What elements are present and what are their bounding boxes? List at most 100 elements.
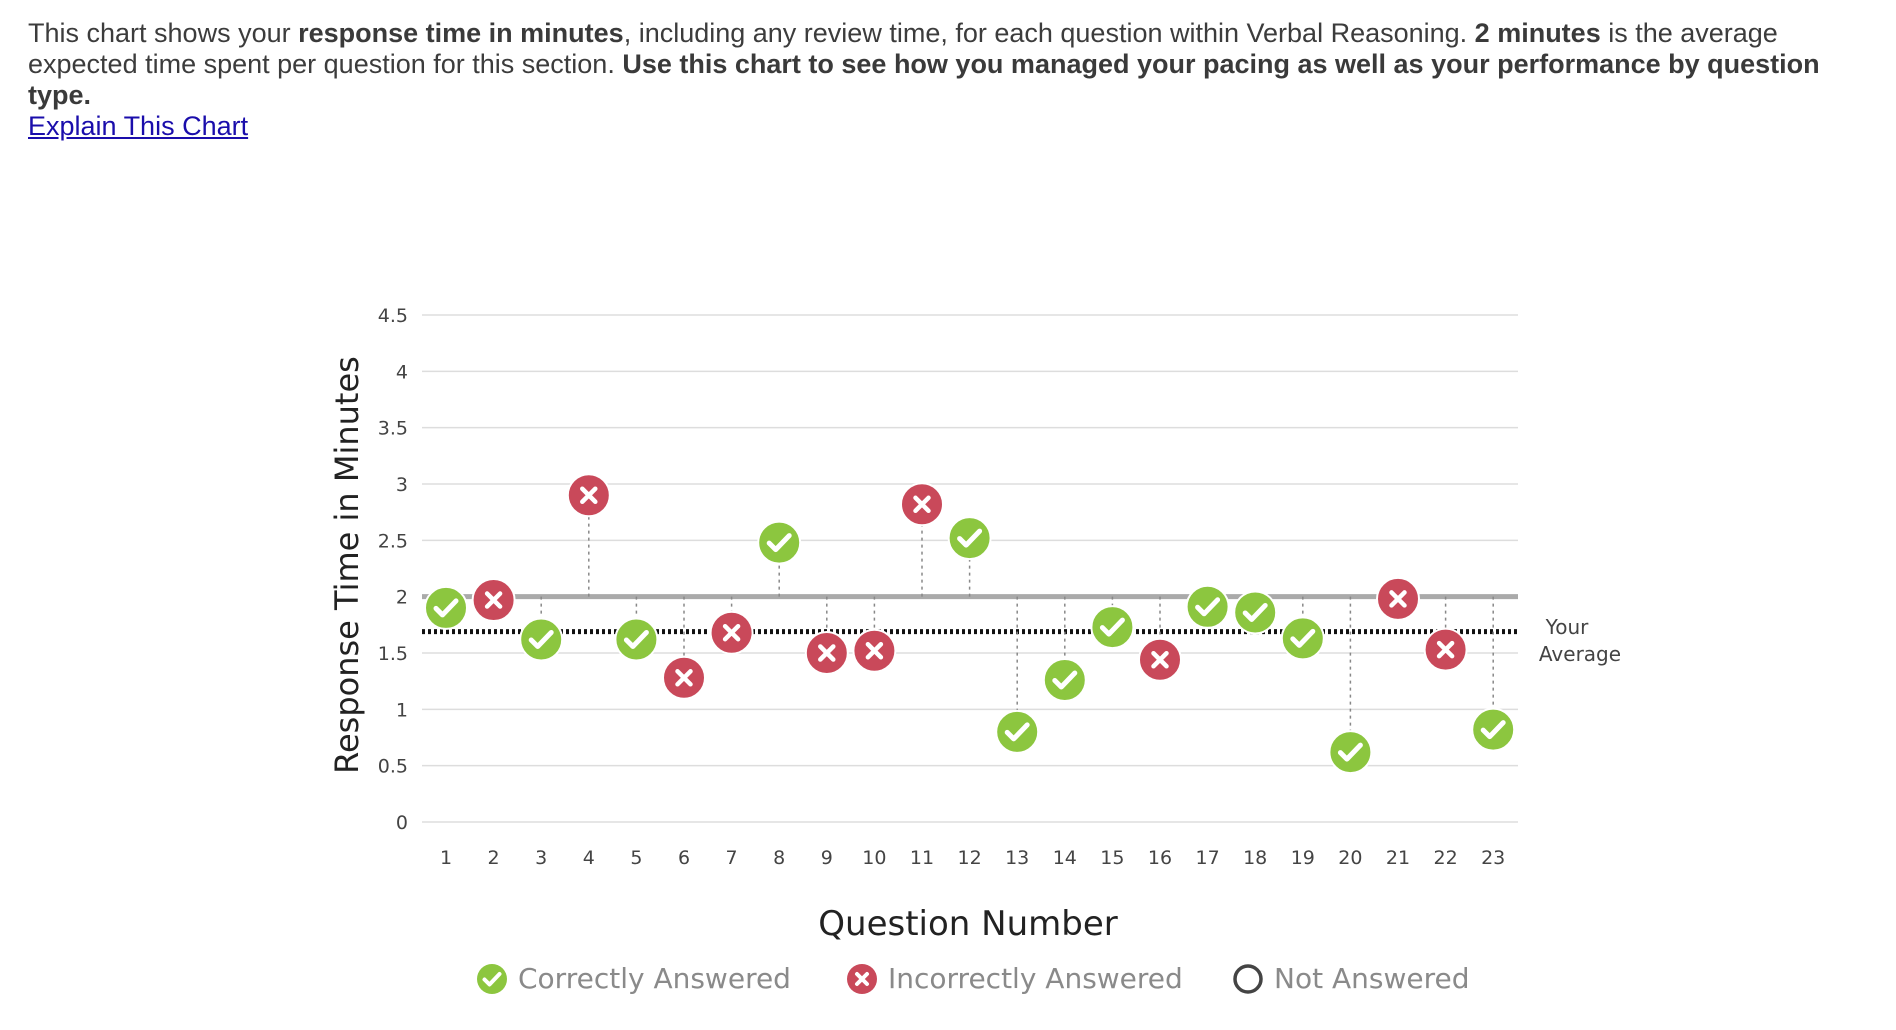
check-icon [1195,597,1221,617]
empty-circle-icon [1233,963,1263,994]
x-tick-label: 11 [910,847,934,869]
y-tick-label: 4.5 [378,305,408,327]
x-tick-label: 8 [773,847,785,869]
correct-check-icon [477,963,507,994]
x-tick-label: 2 [488,847,500,869]
data-point-q10[interactable] [852,628,897,673]
legend-not-answered[interactable]: Not Answered [1232,962,1469,995]
x-tick-label: 20 [1338,847,1362,869]
data-point-q15[interactable] [1090,605,1135,650]
y-tick-label: 2.5 [378,530,408,552]
y-tick-label: 0 [396,812,408,834]
x-tick-label: 6 [678,847,690,869]
y-tick-labels: 0 0.5 1 1.5 2 2.5 3 3.5 4 4.5 [378,305,408,834]
data-point-q11[interactable] [900,482,944,527]
data-point-q22[interactable] [1423,627,1468,672]
y-tick-label: 1.5 [378,643,408,665]
data-point-q16[interactable] [1138,637,1182,682]
intro-bold-two-minutes: 2 minutes [1474,18,1601,48]
data-point-q13[interactable] [995,709,1040,754]
check-icon [1337,742,1363,762]
intro-text-3: is the average expected time spent per q… [28,18,1778,79]
x-icon [484,591,503,609]
incorrect-x-icon [847,963,877,994]
check-icon [1004,722,1030,742]
data-point-q18[interactable] [1233,590,1278,635]
legend-not-answered-label: Not Answered [1274,962,1470,995]
x-tick-label: 16 [1148,847,1172,869]
x-icon [865,641,884,660]
data-point-q20[interactable] [1328,730,1373,775]
check-icon [1242,602,1268,622]
intro-text-1: This chart shows your [28,18,299,48]
check-icon [1290,628,1316,648]
check-icon [528,629,554,649]
x-icon [722,623,741,642]
x-tick-label: 17 [1196,847,1220,869]
data-point-q8[interactable] [757,520,802,565]
legend-correct[interactable]: Correctly Answered [476,962,791,995]
x-tick-label: 19 [1291,847,1315,869]
check-icon [1099,617,1125,637]
data-point-q21[interactable] [1376,576,1420,621]
data-point-q4[interactable] [566,473,611,518]
x-tick-label: 7 [726,847,738,869]
y-tick-label: 3.5 [378,418,408,440]
data-point-q14[interactable] [1042,658,1087,703]
legend-incorrect[interactable]: Incorrectly Answered [846,962,1183,995]
check-icon [766,533,792,553]
data-point-q17[interactable] [1185,584,1230,629]
data-point-q3[interactable] [519,617,564,662]
y-axis-label: Response Time in Minutes [328,356,366,774]
check-icon [1052,670,1078,690]
legend-correct-label: Correctly Answered [518,962,791,995]
data-point-q1[interactable] [424,585,468,630]
data-point-q19[interactable] [1280,616,1325,661]
check-icon [623,629,649,649]
data-point-q23[interactable] [1471,707,1516,752]
x-tick-label: 9 [821,847,833,869]
x-tick-label: 22 [1434,847,1458,869]
x-tick-label: 1 [440,847,452,869]
y-tick-label: 3 [396,474,408,496]
x-tick-labels: 1 2 3 4 5 6 7 8 9 10 11 12 13 14 15 16 17 18 19 20 21 22 23 [440,847,1505,869]
x-icon [1436,640,1455,659]
x-tick-label: 10 [862,847,886,869]
explain-chart-link[interactable]: Explain This Chart [28,111,249,141]
check-icon [433,598,459,618]
x-tick-label: 4 [583,847,595,869]
x-tick-label: 5 [630,847,642,869]
legend-incorrect-label: Incorrectly Answered [888,962,1183,995]
x-icon [675,669,693,687]
x-tick-label: 12 [958,847,982,869]
stems [540,516,1494,732]
data-points [424,473,1516,775]
intro-bold-response-time: response time in minutes [298,18,624,48]
intro-text-2: , including any review time, for each qu… [623,18,1475,48]
your-average-label-line1: Your [1545,615,1589,639]
x-icon [1151,651,1169,669]
x-icon [580,486,598,505]
data-point-q12[interactable] [947,516,992,561]
y-tick-label: 0.5 [378,756,408,778]
your-average-label-line2: Average [1539,642,1621,666]
data-point-q9[interactable] [804,631,849,675]
data-point-q7[interactable] [709,610,754,655]
data-point-q2[interactable] [471,578,516,623]
x-tick-label: 21 [1386,847,1410,869]
intro-bold-instruction: Use this chart to see how you managed yo… [28,49,1820,110]
x-icon [818,644,836,662]
data-point-q5[interactable] [614,617,659,662]
x-tick-label: 3 [535,847,547,869]
y-tick-label: 2 [396,587,408,609]
x-tick-label: 23 [1481,847,1505,869]
y-tick-label: 1 [396,699,408,721]
x-tick-label: 13 [1005,847,1029,869]
data-point-q6[interactable] [662,655,706,700]
x-tick-label: 14 [1053,847,1077,869]
x-tick-label: 18 [1243,847,1267,869]
chart-description: This chart shows your response time in m… [28,18,1878,142]
check-icon [1480,720,1506,740]
check-icon [957,528,983,548]
